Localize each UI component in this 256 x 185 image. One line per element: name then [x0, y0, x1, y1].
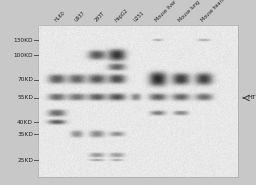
Text: 70KD: 70KD [17, 77, 33, 82]
Text: 40KD: 40KD [17, 120, 33, 125]
Text: 55KD: 55KD [17, 95, 33, 100]
Text: HepG2: HepG2 [113, 8, 129, 23]
Text: Mouse heart: Mouse heart [200, 0, 226, 23]
Text: Mouse lung: Mouse lung [177, 0, 201, 23]
Text: 100KD: 100KD [14, 53, 33, 58]
Text: HTR2B: HTR2B [247, 95, 256, 100]
Text: 25KD: 25KD [17, 158, 33, 163]
Text: 35KD: 35KD [17, 132, 33, 137]
Bar [38, 25, 238, 177]
Text: HL60: HL60 [54, 10, 66, 23]
Text: U251: U251 [132, 10, 145, 23]
Text: Mouse liver: Mouse liver [154, 0, 178, 23]
Text: 293T: 293T [93, 11, 106, 23]
Text: U937: U937 [73, 10, 86, 23]
Text: 130KD: 130KD [14, 38, 33, 43]
